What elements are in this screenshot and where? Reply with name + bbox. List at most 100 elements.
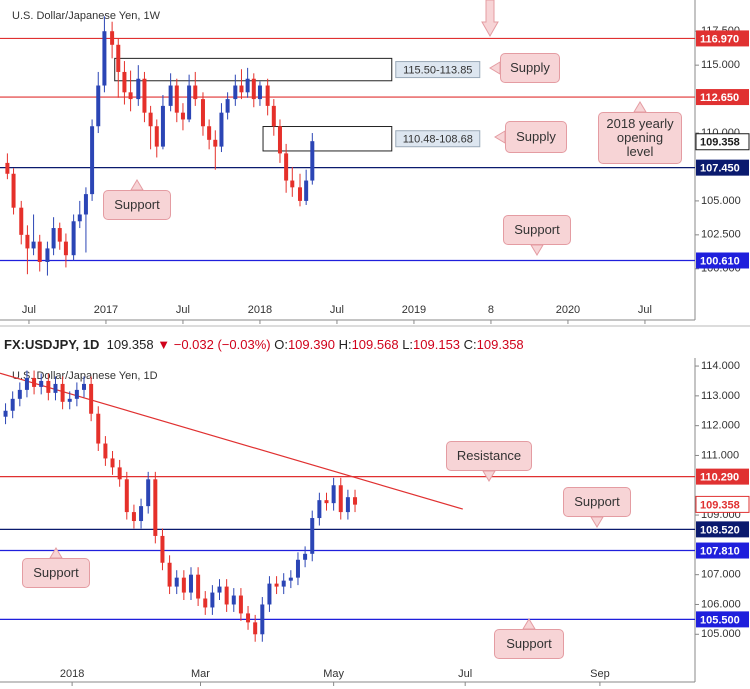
level-label: 108.520: [700, 524, 740, 536]
candle-body: [96, 85, 101, 127]
callout: 2018 yearly opening level: [598, 112, 682, 164]
candle-body: [57, 228, 62, 242]
candle-body: [139, 506, 144, 522]
zone-label: 115.50-113.85: [403, 64, 472, 76]
candle-body: [193, 85, 198, 100]
candle-body: [25, 234, 30, 249]
level-label-box: [696, 252, 749, 269]
change: −0.032 (−0.03%): [173, 337, 271, 352]
callout-pointer: [530, 244, 544, 256]
candle-body: [257, 85, 262, 100]
level-label: 110.290: [700, 472, 739, 484]
x-tick-label: May: [323, 668, 344, 680]
candle-body: [233, 85, 238, 100]
candle-body: [267, 583, 272, 605]
field-key: C:: [463, 337, 477, 352]
candle-body: [304, 180, 309, 201]
candle-body: [196, 574, 201, 599]
x-tick-label: Jul: [458, 668, 472, 680]
candle-body: [24, 377, 29, 390]
level-label: 107.450: [700, 163, 740, 175]
candle-body: [281, 580, 286, 587]
candle-body: [32, 377, 37, 387]
candle-body: [345, 497, 350, 513]
candle-body: [180, 112, 185, 120]
candle-body: [128, 92, 133, 100]
candle-body: [37, 241, 42, 262]
candle-body: [338, 485, 343, 513]
candle-body: [239, 85, 244, 93]
candle-body: [174, 577, 179, 587]
x-tick-label: 8: [488, 304, 494, 316]
candle-body: [284, 153, 289, 181]
field-value: 109.358: [476, 337, 524, 352]
last-price-box: [695, 495, 750, 513]
callout: Supply: [500, 53, 560, 83]
candle-body: [31, 241, 36, 249]
candle-body: [207, 126, 212, 140]
last-price-box: [695, 133, 750, 151]
candle-body: [213, 139, 218, 147]
x-tick-label: Jul: [330, 304, 344, 316]
candle-body: [271, 105, 276, 127]
candle-body: [245, 78, 250, 93]
candle-body: [290, 180, 295, 188]
candle-body: [160, 105, 165, 147]
x-tick-label: 2020: [556, 304, 580, 316]
field-key: L:: [402, 337, 414, 352]
header: FX:USDJPY, 1D 109.358 ▼ −0.032 (−0.03%) …: [4, 337, 524, 352]
chart-title: U.S. Dollar/Japanese Yen, 1W: [12, 10, 161, 22]
candle-body: [181, 577, 186, 593]
y-tick-label: 106.000: [701, 598, 741, 610]
candle-body: [110, 31, 115, 45]
callout: Supply: [505, 121, 567, 153]
candle-body: [238, 595, 243, 614]
candle-body: [167, 562, 172, 587]
candle-body: [265, 85, 270, 106]
candle-body: [39, 380, 44, 387]
candle-body: [331, 485, 336, 504]
candle-body: [5, 162, 10, 174]
field-key: O:: [274, 337, 288, 352]
candle-body: [122, 71, 127, 93]
candle-body: [11, 173, 16, 208]
candle-body: [146, 479, 151, 507]
candle-body: [288, 577, 293, 581]
x-tick-label: 2019: [402, 304, 426, 316]
callout: Support: [103, 190, 171, 220]
level-label-box: [696, 468, 749, 485]
x-tick-label: Sep: [590, 668, 610, 680]
candle-body: [317, 500, 322, 519]
candle-body: [51, 228, 56, 249]
level-label-box: [696, 30, 749, 47]
candle-body: [251, 78, 256, 100]
candle-body: [153, 479, 158, 536]
x-tick-label: Jul: [22, 304, 36, 316]
candle-body: [142, 78, 147, 113]
candle-body: [303, 553, 308, 560]
candle-body: [102, 31, 107, 86]
level-label: 112.650: [700, 92, 739, 104]
candle-body: [310, 518, 315, 554]
candle-body: [274, 583, 279, 587]
candle-body: [217, 586, 222, 593]
level-label-box: [696, 89, 749, 106]
candle-body: [224, 586, 229, 605]
level-label: 100.610: [700, 255, 740, 267]
candle-body: [82, 383, 87, 390]
candle-body: [203, 598, 208, 608]
candle-body: [231, 595, 236, 605]
zone-label: 110.48-108.68: [403, 134, 473, 146]
level-label-box: [696, 159, 749, 176]
x-tick-label: Jul: [176, 304, 190, 316]
y-tick-label: 113.000: [701, 390, 740, 402]
candle-body: [187, 85, 192, 120]
last: 109.358: [106, 337, 154, 352]
candle-body: [174, 85, 179, 113]
candle-body: [71, 221, 76, 256]
level-label: 116.970: [700, 33, 739, 45]
candle-body: [324, 500, 329, 504]
callout-pointer: [482, 470, 496, 482]
level-label-box: [696, 542, 749, 559]
